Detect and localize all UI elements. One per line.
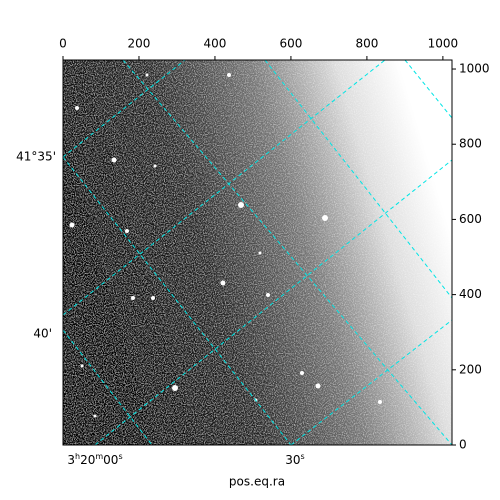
y-tick-label: 1000 [459, 62, 490, 76]
x-tick-label: 1000 [428, 37, 459, 51]
x-tick-label: 400 [204, 37, 227, 51]
y-tick-label: 400 [459, 287, 482, 301]
grid-line [290, 319, 452, 445]
grid-line [63, 60, 386, 316]
grid-line [404, 60, 452, 119]
dec-tick-label: 40' [33, 327, 52, 341]
y-tick-label: 600 [459, 212, 482, 226]
grid-line [264, 60, 452, 299]
frame [62, 59, 453, 446]
x-axis-label: pos.eq.ra [229, 475, 285, 489]
y-tick-label: 200 [459, 362, 482, 376]
image [63, 60, 452, 445]
x-tick-label: 600 [279, 37, 302, 51]
x-tick-label: 0 [59, 37, 67, 51]
stars [69, 73, 382, 418]
grid-line [63, 60, 186, 158]
dec-tick-label: 41°35' [16, 150, 56, 164]
x-tick-label: 200 [128, 37, 151, 51]
grid-line [63, 329, 153, 445]
grid-line [94, 159, 452, 445]
x-tick-label: 800 [355, 37, 378, 51]
grid-line [122, 60, 452, 445]
y-tick-label: 0 [459, 438, 467, 452]
y-tick-label: 800 [459, 137, 482, 151]
ra-tick-label: 30s [285, 452, 304, 467]
grid-line [63, 156, 292, 445]
ra-tick-label: 3h20m00s [67, 452, 122, 467]
coordinate-grid [63, 60, 452, 445]
